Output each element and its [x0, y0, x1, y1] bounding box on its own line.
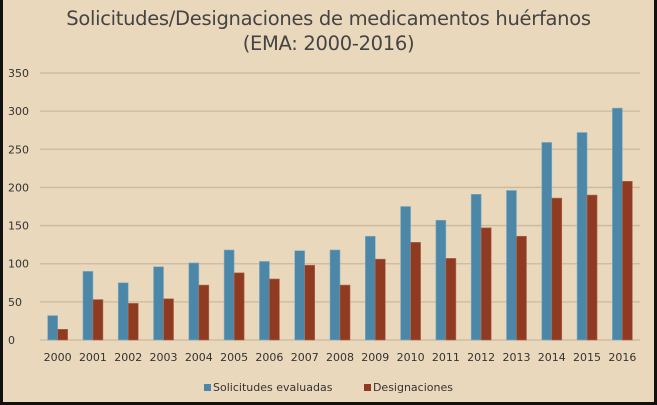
bar-designaciones-2006	[269, 278, 280, 341]
bar-designaciones-2000	[57, 329, 68, 341]
bar-designaciones-2007	[304, 264, 316, 341]
legend-item-designaciones: Designaciones	[363, 381, 453, 394]
x-tick-label: 2011	[432, 351, 460, 364]
bar-designaciones-2014	[551, 197, 563, 341]
bar-solicitudes-2009	[364, 235, 376, 341]
bar-designaciones-2001	[92, 299, 104, 341]
x-tick-label: 2013	[502, 351, 530, 364]
x-tick-label: 2004	[185, 351, 213, 364]
chart-title-main: Solicitudes/Designaciones de medicamento…	[66, 7, 591, 30]
y-tick-label: 150	[8, 220, 29, 233]
bar-solicitudes-2008	[329, 249, 341, 341]
bar-solicitudes-2003	[153, 266, 164, 341]
bar-solicitudes-2006	[259, 261, 270, 341]
bar-designaciones-2015	[586, 194, 598, 341]
bar-solicitudes-2014	[541, 142, 553, 341]
bar-solicitudes-2004	[188, 262, 200, 341]
bar-designaciones-2011	[445, 258, 457, 341]
bar-designaciones-2012	[480, 227, 492, 341]
x-tick-label: 2000	[44, 351, 72, 364]
bar-solicitudes-2010	[400, 206, 411, 341]
bar-designaciones-2010	[410, 242, 421, 341]
x-tick-label: 2015	[573, 351, 601, 364]
y-tick-label: 250	[8, 143, 29, 156]
bar-solicitudes-2005	[223, 249, 235, 341]
y-tick-label: 0	[8, 334, 15, 347]
legend: Solicitudes evaluadas Designaciones	[0, 381, 657, 394]
bar-solicitudes-2001	[82, 271, 94, 341]
bar-designaciones-2008	[339, 284, 351, 341]
x-axis-ticks: 2000 2001 2002 2003 2004 2005 2006 2007 2008 2009…	[44, 351, 637, 364]
bar-solicitudes-2007	[294, 250, 306, 341]
x-tick-label: 2014	[538, 351, 566, 364]
y-tick-label: 50	[8, 296, 22, 309]
x-tick-label: 2012	[467, 351, 495, 364]
y-tick-label: 200	[8, 181, 29, 194]
bar-designaciones-2013	[516, 235, 527, 341]
legend-item-solicitudes: Solicitudes evaluadas	[204, 381, 332, 394]
bar-designaciones-2005	[233, 272, 245, 341]
bar-solicitudes-2012	[470, 193, 482, 341]
x-tick-label: 2003	[150, 351, 178, 364]
x-tick-label: 2002	[114, 351, 142, 364]
x-tick-label: 2006	[255, 351, 283, 364]
y-tick-label: 100	[8, 258, 29, 271]
x-tick-label: 2009	[361, 351, 389, 364]
x-tick-label: 2010	[397, 351, 425, 364]
x-tick-label: 2005	[220, 351, 248, 364]
bar-solicitudes-2016	[612, 107, 623, 341]
bar-solicitudes-2013	[506, 190, 517, 341]
bar-solicitudes-2015	[576, 132, 588, 341]
x-tick-label: 2016	[608, 351, 636, 364]
x-tick-label: 2001	[79, 351, 107, 364]
y-tick-label: 350	[8, 67, 29, 80]
x-tick-label: 2007	[291, 351, 319, 364]
bar-designaciones-2003	[163, 298, 174, 341]
bar-designaciones-2016	[622, 181, 633, 341]
chart-subtitle: (EMA: 2000-2016)	[242, 32, 415, 55]
bar-solicitudes-2000	[47, 315, 58, 341]
legend-swatch-designaciones	[363, 384, 371, 391]
bars	[47, 107, 633, 341]
bar-designaciones-2002	[127, 303, 139, 341]
bar-designaciones-2009	[374, 258, 386, 341]
x-tick-label: 2008	[326, 351, 354, 364]
bar-solicitudes-2002	[117, 282, 129, 341]
legend-label-solicitudes: Solicitudes evaluadas	[213, 381, 333, 394]
bar-solicitudes-2011	[435, 219, 447, 341]
chart-title: Solicitudes/Designaciones de medicamento…	[0, 6, 657, 56]
bar-designaciones-2004	[198, 284, 210, 341]
y-axis-ticks: 0 50 100 150 200 250 300 350	[8, 67, 29, 347]
legend-label-designaciones: Designaciones	[372, 381, 453, 394]
legend-swatch-solicitudes	[204, 384, 212, 391]
y-tick-label: 300	[8, 105, 29, 118]
